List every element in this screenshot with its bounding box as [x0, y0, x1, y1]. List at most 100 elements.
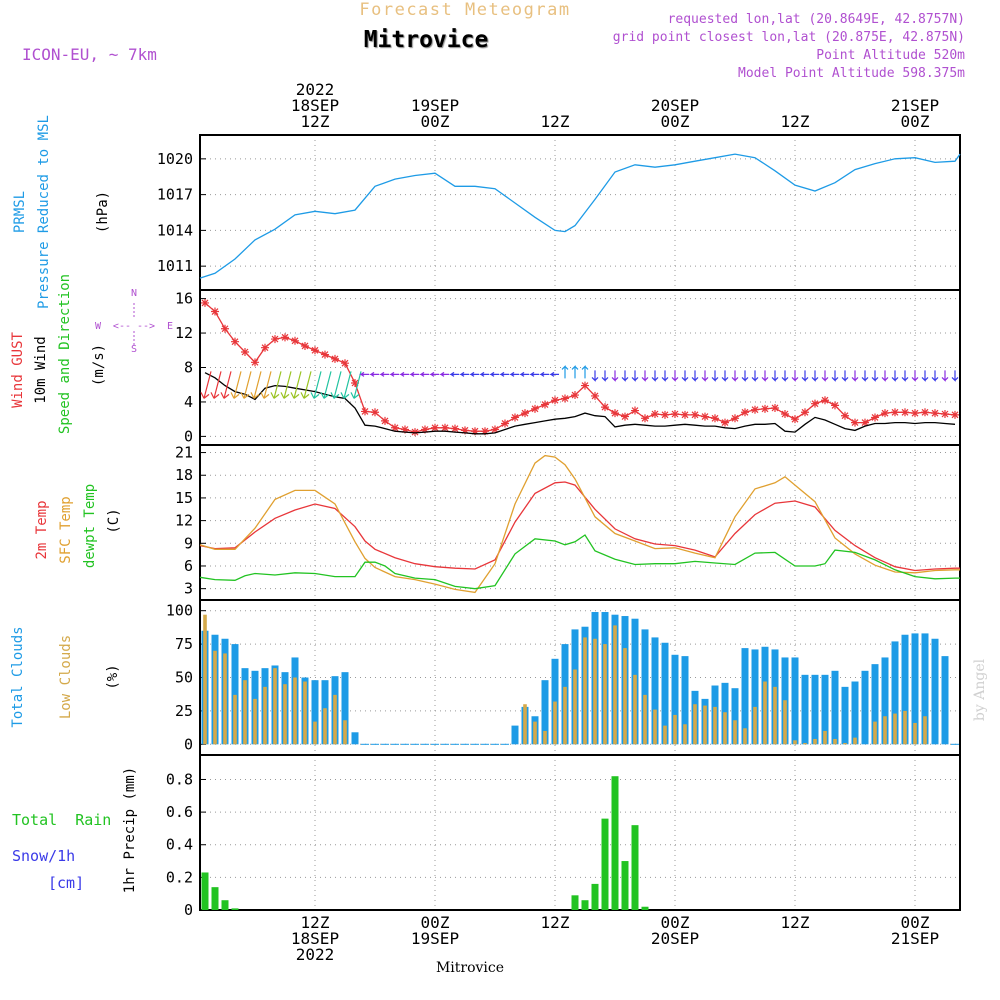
total-clouds-bar — [651, 637, 659, 745]
wind-direction-arrow — [671, 370, 679, 382]
low-clouds-bar — [883, 716, 887, 745]
gust-marker — [621, 412, 629, 421]
low-clouds-bar — [523, 704, 527, 745]
rain-bar — [231, 908, 239, 910]
low-clouds-bar — [203, 614, 207, 745]
rain-bar — [621, 861, 629, 910]
low-clouds-bar — [853, 737, 857, 745]
wind-direction-arrow — [791, 370, 799, 382]
total-clouds-bar — [351, 732, 359, 745]
low-clouds-bar — [593, 638, 597, 745]
compass-arrows: <-- --> — [113, 321, 155, 332]
compass-s: S — [131, 344, 137, 355]
wind-direction-arrow — [499, 371, 509, 377]
low-clouds-bar — [323, 708, 327, 745]
temp-label-dew: dewpt Temp — [82, 484, 98, 568]
gust-marker — [391, 423, 399, 432]
point-altitude: Point Altitude 520m — [816, 48, 965, 63]
wind-direction-arrow — [359, 371, 369, 377]
low-clouds-bar — [713, 706, 717, 745]
low-clouds-bar — [793, 740, 797, 745]
gust-marker — [881, 409, 889, 418]
gust-marker — [441, 423, 449, 432]
gust-marker — [511, 413, 519, 422]
wind-direction-arrow — [691, 370, 699, 382]
compass-rose: N S E W <-- --> — [95, 288, 173, 355]
low-clouds-bar — [633, 674, 637, 745]
gust-marker — [651, 410, 659, 418]
top-time-label: 12Z — [301, 112, 330, 131]
wind-direction-arrow — [300, 371, 312, 399]
wind-ytick-label: 8 — [184, 359, 193, 377]
wind-direction-arrow — [210, 371, 222, 399]
gust-marker — [901, 408, 909, 417]
gust-marker — [951, 410, 959, 419]
low-clouds-bar — [703, 705, 707, 745]
low-clouds-bar — [283, 684, 287, 745]
gust-marker — [721, 418, 729, 427]
gust-marker — [341, 359, 349, 368]
bottom-time-label: 12Z — [301, 913, 330, 932]
bottom-time-label: 12Z — [541, 913, 570, 932]
wind-direction-arrow — [561, 364, 569, 379]
footer-location: Mitrovice — [436, 960, 504, 976]
clouds-label-total: Total Clouds — [10, 626, 26, 727]
pressure-ytick-label: 1017 — [157, 186, 193, 204]
wind-direction-arrow — [529, 371, 539, 377]
temp-label-unit: (C) — [106, 508, 122, 533]
precip-label-rain: Total Rain — [12, 811, 111, 829]
total-clouds-bar — [851, 681, 859, 745]
rain-bar — [591, 883, 599, 910]
forecast-title: Forecast Meteogram — [359, 0, 570, 20]
wind-direction-arrow — [230, 371, 242, 399]
sfc-line — [199, 454, 960, 594]
wind-label-speed-dir: Speed and Direction — [57, 274, 73, 434]
wind-direction-arrow — [449, 371, 459, 377]
compass-w: W — [95, 321, 102, 332]
clouds-ytick-label: 0 — [184, 735, 193, 753]
wind-direction-arrow — [250, 371, 262, 399]
gust-marker — [891, 408, 899, 417]
total-clouds-bar — [921, 633, 929, 745]
wind-direction-arrow — [731, 370, 739, 382]
low-clouds-bar — [573, 669, 577, 745]
top-time-label: 20SEP — [651, 96, 699, 115]
gust-marker — [681, 410, 689, 419]
low-clouds-bar — [333, 694, 337, 745]
pressure-panel: 1011 1014 1017 1020 — [157, 134, 961, 291]
total-clouds-bar — [941, 656, 949, 745]
gust-marker — [611, 409, 619, 418]
wind-direction-arrow — [611, 370, 619, 382]
wind-direction-arrow — [941, 370, 949, 382]
low-clouds-bar — [753, 706, 757, 745]
wind-direction-arrow — [280, 371, 292, 399]
wind-direction-arrow — [340, 371, 352, 399]
gust-marker — [501, 419, 509, 428]
top-time-label: 12Z — [541, 112, 570, 131]
pressure-label-msl: Pressure Reduced to MSL — [36, 115, 52, 309]
gust-marker — [771, 403, 779, 412]
total-clouds-bar — [541, 680, 549, 745]
gust-marker — [331, 354, 339, 363]
gust-marker — [911, 409, 919, 418]
top-time-label: 21SEP — [891, 96, 939, 115]
precip-ytick-label: 0.8 — [166, 770, 193, 788]
gust-marker — [461, 426, 469, 435]
low-clouds-bar — [213, 650, 217, 745]
gust-marker — [751, 405, 759, 414]
bottom-time-label: 12Z — [781, 913, 810, 932]
low-clouds-bar — [643, 694, 647, 745]
gust-marker — [741, 408, 749, 417]
wind-direction-arrow — [409, 371, 419, 377]
low-clouds-bar — [613, 625, 617, 745]
gust-marker — [581, 381, 589, 390]
rain-bar — [601, 818, 609, 910]
clouds-label-low: Low Clouds — [58, 635, 74, 719]
low-clouds-bar — [243, 680, 247, 745]
gust-marker — [831, 401, 839, 410]
low-clouds-bar — [913, 722, 917, 745]
gust-marker — [201, 298, 209, 307]
wind-ytick-label: 0 — [184, 427, 193, 445]
wind-direction-arrow — [881, 370, 889, 382]
rain-bar — [201, 872, 209, 910]
